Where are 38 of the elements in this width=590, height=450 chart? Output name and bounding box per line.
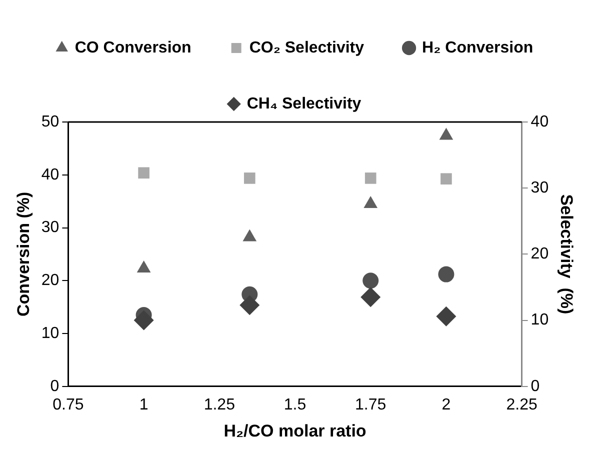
y-tick-label: 20 <box>41 272 60 290</box>
x-tick-label: 1.25 <box>204 396 236 414</box>
y-tick-label: 30 <box>41 219 60 236</box>
point <box>438 266 454 282</box>
x-tick-label: 1.5 <box>284 396 306 414</box>
legend-label: H₂ Conversion <box>422 39 534 56</box>
y-tick-label: 40 <box>41 166 60 184</box>
y-tick-label: 50 <box>41 113 60 130</box>
x-axis-title: H₂/CO molar ratio <box>224 421 366 440</box>
x-tick-label: 1.75 <box>355 396 386 414</box>
point <box>439 128 454 140</box>
point <box>364 196 378 208</box>
point <box>436 306 456 326</box>
y2-tick-label: 20 <box>530 246 549 263</box>
y-tick-label: 0 <box>50 378 60 395</box>
point <box>134 310 154 330</box>
point <box>364 172 376 184</box>
legend-label: CH₄ Selectivity <box>246 95 362 112</box>
point <box>362 272 379 289</box>
y-tick-label: 10 <box>41 324 60 342</box>
x-tick-label: 2.25 <box>506 396 538 414</box>
x-tick-label: 0.75 <box>52 396 84 414</box>
y2-tick-label: 10 <box>530 312 549 329</box>
point <box>360 287 381 308</box>
y2-tick-label: 40 <box>530 113 549 130</box>
point <box>240 295 260 316</box>
point <box>138 167 150 179</box>
y-axis-title: Conversion (%) <box>14 192 33 317</box>
x-tick-label: 1 <box>139 396 148 414</box>
y2-axis-title: Selectivity (%) <box>557 194 576 314</box>
point <box>440 173 452 185</box>
point <box>244 172 256 184</box>
x-tick-label: 2 <box>442 396 451 414</box>
legend-label: CO Conversion <box>74 39 192 56</box>
y2-tick-label: 0 <box>530 378 540 395</box>
point <box>242 229 257 242</box>
legend-label: CO₂ Selectivity <box>249 39 364 56</box>
y2-tick-label: 30 <box>530 180 549 197</box>
